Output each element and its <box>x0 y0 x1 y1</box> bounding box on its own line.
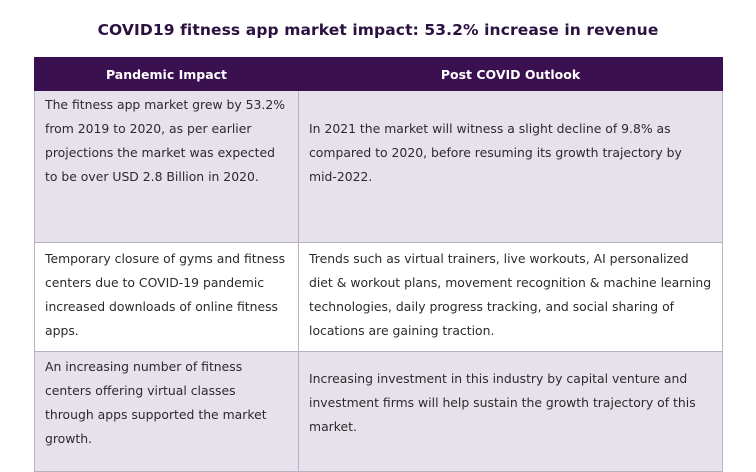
table-row: An increasing number of fitness centers … <box>34 351 723 472</box>
pandemic-impact-cell: The fitness app market grew by 53.2% fro… <box>34 90 299 243</box>
column-header-pandemic-impact: Pandemic Impact <box>34 57 299 91</box>
pandemic-impact-cell: An increasing number of fitness centers … <box>34 351 299 472</box>
table-row: The fitness app market grew by 53.2% fro… <box>34 90 723 243</box>
impact-outlook-table: Pandemic Impact Post COVID Outlook The f… <box>34 57 723 472</box>
post-covid-outlook-cell: In 2021 the market will witness a slight… <box>298 90 723 243</box>
post-covid-outlook-cell: Trends such as virtual trainers, live wo… <box>298 242 723 352</box>
table-row: Temporary closure of gyms and fitness ce… <box>34 242 723 352</box>
page-title: COVID19 fitness app market impact: 53.2%… <box>97 21 659 39</box>
pandemic-impact-cell: Temporary closure of gyms and fitness ce… <box>34 242 299 352</box>
table-header-row: Pandemic Impact Post COVID Outlook <box>34 57 723 91</box>
post-covid-outlook-cell: Increasing investment in this industry b… <box>298 351 723 472</box>
column-header-post-covid-outlook: Post COVID Outlook <box>298 57 723 91</box>
